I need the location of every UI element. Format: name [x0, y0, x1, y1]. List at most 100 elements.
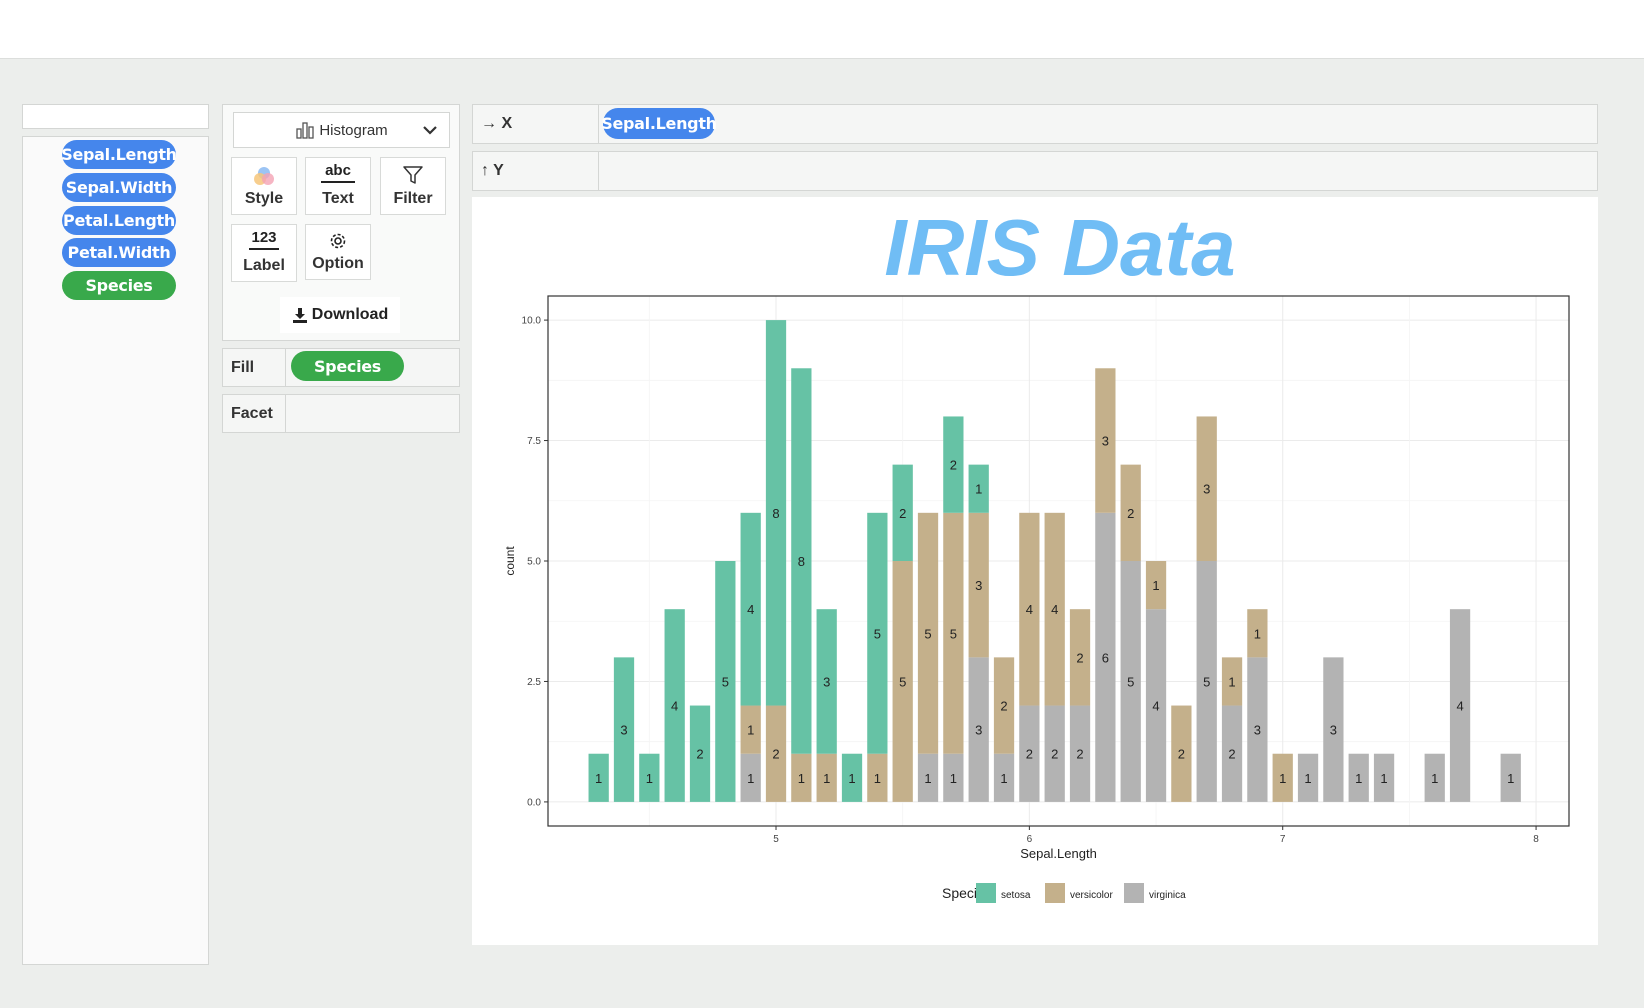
bar-versicolor	[1221, 657, 1243, 706]
histogram-chart: IRIS Data 1 3 1 4 2 5 1 1 4 2 8 1 8 1 3 1 1 5 5 2 1 5 1 5 2 3 3 1 1 2 2…	[503, 203, 1570, 903]
bar-virginica	[943, 753, 964, 802]
bar-setosa	[791, 368, 812, 754]
bar-virginica	[1500, 753, 1521, 802]
bar-label: 2	[772, 747, 779, 762]
legend-swatch-virginica	[1124, 883, 1144, 903]
bar-virginica	[1297, 753, 1319, 802]
bar-virginica	[917, 753, 939, 802]
text-abc-icon: abc	[306, 163, 370, 183]
bar-versicolor	[943, 512, 964, 754]
bar-versicolor	[1272, 753, 1293, 802]
download-button[interactable]: Download	[280, 297, 400, 333]
bar-setosa	[765, 320, 787, 706]
x-axis-title: Sepal.Length	[1020, 846, 1097, 861]
bar-label: 3	[1203, 482, 1210, 497]
bar-setosa	[892, 464, 913, 561]
facet-label: Facet	[223, 395, 286, 432]
chart-type-select[interactable]: Histogram	[233, 112, 450, 148]
bar-label: 1	[1254, 626, 1261, 641]
variable-pill-sepal-width[interactable]: Sepal.Width	[62, 173, 176, 202]
bar-label: 1	[595, 771, 602, 786]
bar-label: 1	[798, 771, 805, 786]
x-pill-sepal-length[interactable]: Sepal.Length	[601, 108, 717, 139]
bar-setosa	[613, 657, 635, 802]
bar-label: 1	[1507, 771, 1514, 786]
variable-pill-sepal-length[interactable]: Sepal.Length	[61, 140, 177, 169]
legend-swatch-setosa	[976, 883, 996, 903]
variable-pill-petal-width[interactable]: Petal.Width	[62, 238, 176, 267]
bar-label: 5	[1203, 674, 1210, 689]
bar-versicolor	[1145, 561, 1167, 610]
bar-label: 1	[848, 771, 855, 786]
x-axis-label: → X	[473, 105, 599, 143]
bar-label: 2	[1051, 747, 1058, 762]
filter-button[interactable]: Filter	[380, 157, 446, 215]
bar-virginica	[1069, 705, 1091, 802]
bar-virginica	[993, 753, 1015, 802]
bar-setosa	[968, 464, 989, 513]
text-button[interactable]: abc Text	[305, 157, 371, 215]
filter-icon	[381, 164, 445, 186]
variable-pill-species[interactable]: Species	[62, 271, 176, 300]
gear-icon	[306, 231, 370, 251]
bar-virginica	[1095, 512, 1116, 802]
number-label-icon: 123	[232, 230, 296, 250]
bar-versicolor	[867, 753, 888, 802]
x-tick-label: 5	[773, 834, 779, 845]
bar-label: 5	[722, 674, 729, 689]
top-bar	[0, 0, 1644, 59]
bar-label: 5	[1127, 674, 1134, 689]
bar-label: 1	[1355, 771, 1362, 786]
filter-label: Filter	[393, 190, 433, 207]
bar-label: 5	[924, 626, 931, 641]
bar-label: 2	[1000, 699, 1007, 714]
bar-versicolor	[892, 561, 913, 802]
fill-pill-species[interactable]: Species	[291, 351, 404, 381]
style-button[interactable]: Style	[231, 157, 297, 215]
bar-label: 3	[975, 578, 982, 593]
bar-setosa	[715, 561, 736, 802]
bar-label: 4	[1152, 699, 1159, 714]
bar-label: 1	[975, 482, 982, 497]
download-label: Download	[311, 306, 389, 323]
style-label: Style	[244, 190, 284, 207]
facet-slot[interactable]: Facet	[222, 394, 460, 433]
bar-versicolor	[1247, 609, 1268, 658]
option-button[interactable]: Option	[305, 224, 371, 280]
fill-label: Fill	[223, 349, 286, 386]
bar-virginica	[1449, 609, 1471, 802]
bar-setosa	[816, 609, 837, 754]
bar-label: 2	[899, 506, 906, 521]
bar-versicolor	[917, 512, 939, 754]
bar-versicolor	[765, 705, 787, 802]
bar-virginica	[1247, 657, 1268, 802]
bar-setosa	[841, 753, 863, 802]
bar-label: 1	[1380, 771, 1387, 786]
bar-setosa	[943, 416, 964, 513]
variable-search-input[interactable]	[22, 104, 209, 129]
bar-versicolor	[740, 705, 761, 754]
x-tick-label: 8	[1533, 834, 1539, 845]
y-axis-slot[interactable]: ↑ Y	[472, 151, 1598, 191]
download-icon	[292, 307, 308, 323]
bar-label: 5	[899, 674, 906, 689]
y-tick-label: 0.0	[527, 797, 541, 808]
bar-virginica	[1019, 705, 1040, 802]
bar-versicolor	[1120, 464, 1141, 561]
variable-pill-petal-length[interactable]: Petal.Length	[62, 206, 176, 235]
bar-virginica	[968, 657, 989, 802]
label-button[interactable]: 123 Label	[231, 224, 297, 282]
bar-label: 1	[1279, 771, 1286, 786]
bar-label: 4	[671, 699, 678, 714]
bar-setosa	[639, 753, 660, 802]
bar-setosa	[740, 512, 761, 706]
bar-label: 2	[950, 458, 957, 473]
chart-type-value: Histogram	[319, 121, 388, 139]
bar-virginica	[1120, 561, 1141, 802]
y-tick-label: 5.0	[527, 557, 541, 568]
x-tick-label: 6	[1027, 834, 1033, 845]
bar-setosa	[689, 705, 711, 802]
bar-label: 3	[620, 723, 627, 738]
x-tick-label: 7	[1280, 834, 1286, 845]
palette-icon	[232, 164, 296, 190]
